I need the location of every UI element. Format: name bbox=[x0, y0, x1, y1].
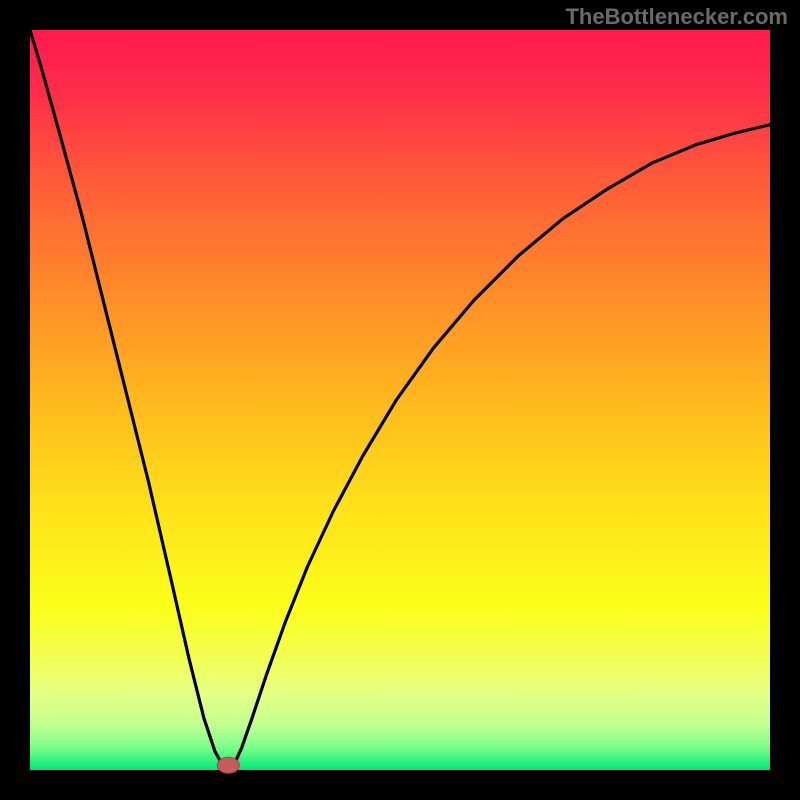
bottleneck-chart bbox=[0, 0, 800, 800]
chart-container: { "watermark": { "text": "TheBottlenecke… bbox=[0, 0, 800, 800]
watermark-text: TheBottlenecker.com bbox=[565, 4, 788, 30]
plot-area bbox=[30, 30, 770, 770]
optimum-marker bbox=[217, 757, 239, 773]
